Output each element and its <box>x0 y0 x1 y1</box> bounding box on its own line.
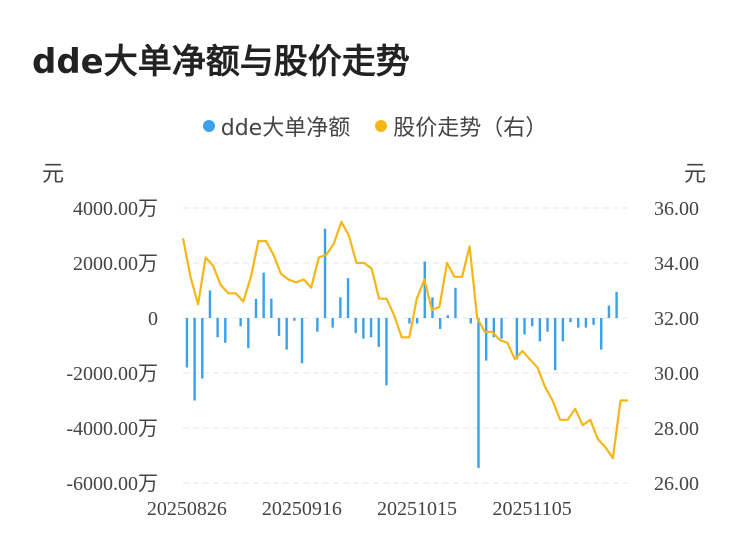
bar <box>339 297 342 318</box>
bar <box>492 318 496 338</box>
price-line <box>181 220 628 460</box>
bar <box>346 278 350 318</box>
bar <box>247 318 250 349</box>
bar <box>369 318 373 338</box>
bar <box>584 318 588 328</box>
bar <box>607 305 611 318</box>
bar <box>323 228 327 318</box>
bar <box>484 318 488 361</box>
bar <box>530 318 534 327</box>
chart-title: dde大单净额与股价走势 <box>32 42 410 82</box>
y-right-tick-label: 34.00 <box>654 253 699 275</box>
bar <box>454 287 457 318</box>
legend-label-price: 股价走势（右） <box>393 116 548 141</box>
bar <box>600 318 603 350</box>
bar <box>592 318 595 325</box>
bar <box>438 318 442 329</box>
bar <box>538 318 542 342</box>
y-right-tick-label: 28.00 <box>654 418 699 440</box>
bar <box>500 318 503 339</box>
bar <box>569 318 572 323</box>
legend-dot-price <box>375 120 388 132</box>
x-tick-label: 20250916 <box>262 498 342 520</box>
bar <box>408 318 411 324</box>
bar <box>300 318 304 364</box>
bar <box>224 318 227 343</box>
bar <box>354 318 357 334</box>
bar <box>270 298 273 318</box>
bar <box>377 318 380 347</box>
bar <box>239 318 242 327</box>
y-left-tick-label: -6000.00万 <box>66 473 158 495</box>
y-left-tick-label: -2000.00万 <box>66 363 158 385</box>
y-left-tick-label: -4000.00万 <box>66 418 158 440</box>
bar <box>546 318 549 332</box>
bar <box>423 261 426 318</box>
bar <box>615 291 618 318</box>
x-tick-label: 20250826 <box>147 498 227 520</box>
bar <box>277 318 281 336</box>
bar <box>415 318 419 324</box>
bar <box>331 318 334 328</box>
x-tick-label: 20251015 <box>377 498 457 520</box>
x-tick-label: 20251105 <box>492 498 571 520</box>
bar <box>201 318 204 379</box>
bar <box>193 318 196 401</box>
bar <box>316 318 319 332</box>
bar <box>554 318 557 371</box>
y-right-tick-label: 36.00 <box>654 198 699 220</box>
bar <box>385 318 388 386</box>
bar <box>561 318 565 342</box>
bar <box>469 318 473 324</box>
bar <box>208 290 212 318</box>
legend-dot-dde <box>202 120 215 132</box>
y-left-tick-label: 4000.00万 <box>73 198 158 220</box>
bar <box>477 318 480 468</box>
bar <box>254 298 258 318</box>
bar <box>285 318 288 350</box>
legend-item-price[interactable]: 股价走势（右） <box>375 110 547 142</box>
y-right-tick-label: 26.00 <box>654 473 699 495</box>
bar <box>216 318 219 338</box>
y-right-tick-label: 32.00 <box>654 308 699 330</box>
bar <box>577 318 580 328</box>
bar <box>185 318 189 368</box>
chart-legend: dde大单净额 股价走势（右） <box>0 110 750 142</box>
bar <box>446 315 449 318</box>
bar <box>523 318 526 335</box>
bar <box>262 272 265 318</box>
right-axis-unit: 元 <box>684 162 707 187</box>
y-left-tick-label: 0 <box>148 308 158 330</box>
y-left-tick-label: 2000.00万 <box>73 253 158 275</box>
left-axis-unit: 元 <box>42 162 65 187</box>
bar <box>293 318 296 321</box>
bar <box>362 318 365 339</box>
y-right-tick-label: 30.00 <box>654 363 699 385</box>
legend-label-dde: dde大单净额 <box>220 116 351 141</box>
legend-item-dde[interactable]: dde大单净额 <box>202 110 351 142</box>
bar <box>515 318 519 360</box>
